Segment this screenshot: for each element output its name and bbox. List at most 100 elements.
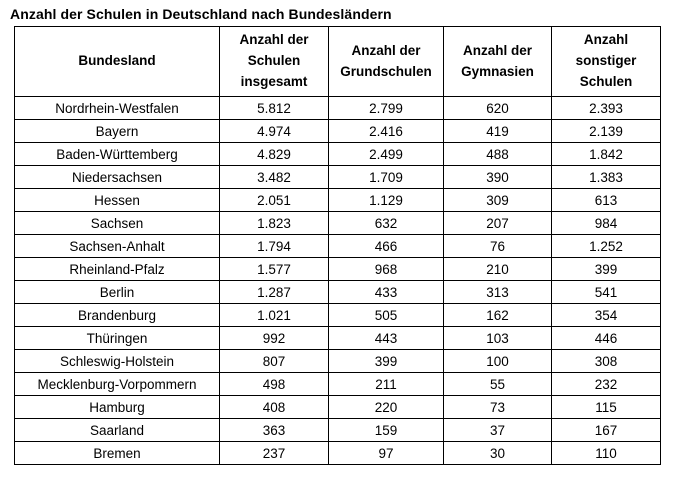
value-cell: 211 [328, 372, 444, 396]
table-header-row: Bundesland Anzahl der Schulen insgesamt An… [14, 26, 661, 97]
bundesland-cell: Baden-Württemberg [14, 142, 220, 166]
value-cell: 110 [551, 441, 661, 465]
value-cell: 2.139 [551, 119, 661, 143]
table-row: Nordrhein-Westfalen 5.812 2.799 620 2.393 [14, 96, 661, 120]
value-cell: 443 [328, 326, 444, 350]
column-header: Anzahl der Gymnasien [443, 26, 552, 97]
value-cell: 1.252 [551, 234, 661, 258]
value-cell: 1.842 [551, 142, 661, 166]
table-row: Berlin 1.287 433 313 541 [14, 280, 661, 304]
bundesland-cell: Sachsen [14, 211, 220, 235]
value-cell: 73 [443, 395, 552, 419]
value-cell: 363 [219, 418, 329, 442]
bundesland-cell: Hessen [14, 188, 220, 212]
value-cell: 237 [219, 441, 329, 465]
bundesland-cell: Bremen [14, 441, 220, 465]
value-cell: 399 [551, 257, 661, 281]
schools-table: Bundesland Anzahl der Schulen insgesamt An… [14, 26, 661, 465]
value-cell: 488 [443, 142, 552, 166]
value-cell: 632 [328, 211, 444, 235]
value-cell: 76 [443, 234, 552, 258]
value-cell: 207 [443, 211, 552, 235]
value-cell: 232 [551, 372, 661, 396]
value-cell: 1.577 [219, 257, 329, 281]
column-header: Bundesland [14, 26, 220, 97]
table-row: Niedersachsen 3.482 1.709 390 1.383 [14, 165, 661, 189]
value-cell: 167 [551, 418, 661, 442]
table-row: Thüringen 992 443 103 446 [14, 326, 661, 350]
value-cell: 433 [328, 280, 444, 304]
value-cell: 505 [328, 303, 444, 327]
table-row: Hamburg 408 220 73 115 [14, 395, 661, 419]
value-cell: 210 [443, 257, 552, 281]
bundesland-cell: Berlin [14, 280, 220, 304]
value-cell: 115 [551, 395, 661, 419]
value-cell: 807 [219, 349, 329, 373]
column-header: Anzahl sonstiger Schulen [551, 26, 661, 97]
value-cell: 466 [328, 234, 444, 258]
value-cell: 97 [328, 441, 444, 465]
value-cell: 1.823 [219, 211, 329, 235]
value-cell: 984 [551, 211, 661, 235]
bundesland-cell: Sachsen-Anhalt [14, 234, 220, 258]
value-cell: 419 [443, 119, 552, 143]
value-cell: 354 [551, 303, 661, 327]
value-cell: 4.829 [219, 142, 329, 166]
value-cell: 2.393 [551, 96, 661, 120]
value-cell: 4.974 [219, 119, 329, 143]
table-row: Rheinland-Pfalz 1.577 968 210 399 [14, 257, 661, 281]
value-cell: 103 [443, 326, 552, 350]
table-row: Sachsen-Anhalt 1.794 466 76 1.252 [14, 234, 661, 258]
value-cell: 613 [551, 188, 661, 212]
value-cell: 3.482 [219, 165, 329, 189]
bundesland-cell: Bayern [14, 119, 220, 143]
value-cell: 968 [328, 257, 444, 281]
table-row: Mecklenburg-Vorpommern 498 211 55 232 [14, 372, 661, 396]
value-cell: 100 [443, 349, 552, 373]
value-cell: 37 [443, 418, 552, 442]
bundesland-cell: Brandenburg [14, 303, 220, 327]
bundesland-cell: Thüringen [14, 326, 220, 350]
value-cell: 2.499 [328, 142, 444, 166]
value-cell: 55 [443, 372, 552, 396]
value-cell: 2.416 [328, 119, 444, 143]
column-header: Anzahl der Grundschulen [328, 26, 444, 97]
bundesland-cell: Schleswig-Holstein [14, 349, 220, 373]
bundesland-cell: Saarland [14, 418, 220, 442]
value-cell: 446 [551, 326, 661, 350]
value-cell: 5.812 [219, 96, 329, 120]
value-cell: 220 [328, 395, 444, 419]
value-cell: 2.051 [219, 188, 329, 212]
page-title: Anzahl der Schulen in Deutschland nach B… [10, 6, 392, 22]
table-row: Baden-Württemberg 4.829 2.499 488 1.842 [14, 142, 661, 166]
value-cell: 2.799 [328, 96, 444, 120]
table-row: Bremen 237 97 30 110 [14, 441, 661, 465]
table-row: Schleswig-Holstein 807 399 100 308 [14, 349, 661, 373]
value-cell: 992 [219, 326, 329, 350]
value-cell: 620 [443, 96, 552, 120]
bundesland-cell: Rheinland-Pfalz [14, 257, 220, 281]
value-cell: 541 [551, 280, 661, 304]
value-cell: 162 [443, 303, 552, 327]
bundesland-cell: Hamburg [14, 395, 220, 419]
value-cell: 1.709 [328, 165, 444, 189]
bundesland-cell: Nordrhein-Westfalen [14, 96, 220, 120]
table-row: Sachsen 1.823 632 207 984 [14, 211, 661, 235]
value-cell: 1.383 [551, 165, 661, 189]
value-cell: 159 [328, 418, 444, 442]
value-cell: 1.129 [328, 188, 444, 212]
value-cell: 1.287 [219, 280, 329, 304]
table-row: Brandenburg 1.021 505 162 354 [14, 303, 661, 327]
table-row: Bayern 4.974 2.416 419 2.139 [14, 119, 661, 143]
value-cell: 1.021 [219, 303, 329, 327]
value-cell: 390 [443, 165, 552, 189]
value-cell: 308 [551, 349, 661, 373]
value-cell: 1.794 [219, 234, 329, 258]
value-cell: 408 [219, 395, 329, 419]
value-cell: 313 [443, 280, 552, 304]
bundesland-cell: Mecklenburg-Vorpommern [14, 372, 220, 396]
table-row: Hessen 2.051 1.129 309 613 [14, 188, 661, 212]
value-cell: 498 [219, 372, 329, 396]
bundesland-cell: Niedersachsen [14, 165, 220, 189]
value-cell: 30 [443, 441, 552, 465]
